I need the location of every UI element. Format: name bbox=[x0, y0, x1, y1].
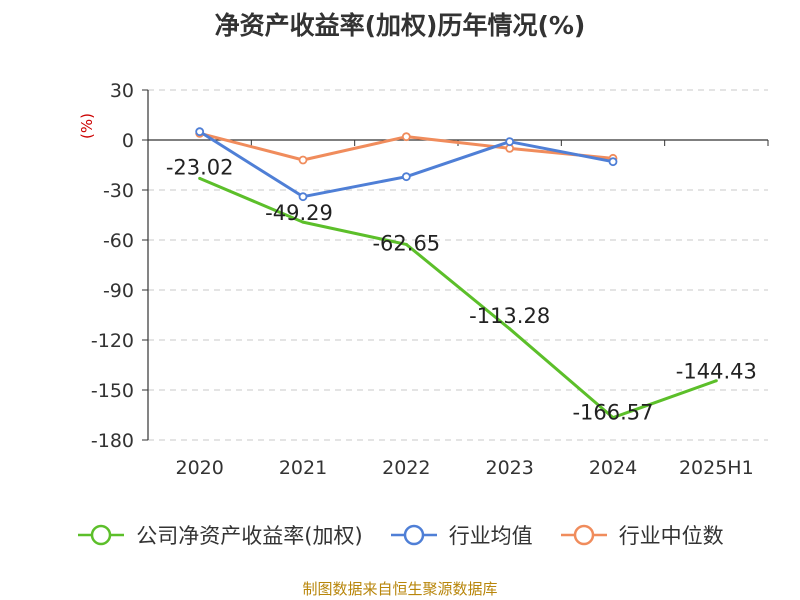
series-line-1 bbox=[198, 130, 614, 199]
y-tick-label: -30 bbox=[103, 180, 134, 202]
legend-item[interactable]: 行业中位数 bbox=[559, 520, 724, 550]
y-unit-label: (%) bbox=[78, 113, 96, 139]
series-point-1 bbox=[401, 172, 411, 182]
y-tick-label: -60 bbox=[103, 230, 134, 252]
data-label: -166.57 bbox=[572, 401, 653, 425]
data-label: -144.43 bbox=[676, 360, 757, 384]
series-line-0 bbox=[199, 176, 717, 420]
legend-marker-icon bbox=[78, 524, 125, 546]
y-tick-label: -120 bbox=[91, 330, 134, 352]
legend-marker-icon bbox=[560, 524, 607, 546]
x-tick-label: 2023 bbox=[485, 457, 533, 479]
series-point-0 bbox=[611, 416, 615, 420]
series-point-0 bbox=[714, 379, 718, 383]
x-tick-label: 2025H1 bbox=[679, 457, 754, 479]
legend-marker-icon bbox=[390, 524, 437, 546]
data-label: -49.29 bbox=[265, 201, 333, 225]
x-tick-label: 2024 bbox=[589, 457, 637, 479]
series-lines bbox=[195, 127, 718, 420]
series-point-0 bbox=[404, 242, 408, 246]
data-labels: -23.02 -49.29 -62.65 -113.28 -166.57 -144.43 bbox=[166, 155, 757, 424]
series-point-1 bbox=[608, 157, 618, 167]
data-label: -62.65 bbox=[372, 231, 440, 255]
series-point-1 bbox=[195, 127, 205, 137]
legend-label: 行业均值 bbox=[448, 524, 533, 548]
series-point-0 bbox=[508, 327, 512, 331]
y-tick-label: -150 bbox=[91, 380, 134, 402]
y-tick-label: 30 bbox=[110, 80, 134, 102]
series-point-0 bbox=[198, 176, 202, 180]
legend-circle bbox=[91, 524, 112, 546]
grid-lines bbox=[148, 89, 768, 441]
series-point-0 bbox=[301, 220, 305, 224]
data-label: -23.02 bbox=[166, 155, 234, 179]
series-point-1 bbox=[298, 192, 308, 202]
x-tick-label: 2020 bbox=[175, 457, 223, 479]
legend: 公司净资产收益率(加权) 行业均值 行业中位数 bbox=[0, 520, 800, 550]
legend-item[interactable]: 行业均值 bbox=[389, 520, 533, 550]
data-label: -113.28 bbox=[469, 304, 550, 328]
y-tick-label: 0 bbox=[122, 130, 134, 152]
legend-circle bbox=[573, 524, 594, 546]
x-tick-label: 2021 bbox=[279, 457, 327, 479]
x-tick-label: 2022 bbox=[382, 457, 430, 479]
legend-label: 公司净资产收益率(加权) bbox=[136, 524, 363, 548]
chart-title: 净资产收益率(加权)历年情况(%) bbox=[214, 11, 586, 40]
y-tick-label: -180 bbox=[91, 430, 134, 452]
axes: 30 0 -30 -60 -90 -120 -150 -180 (%) 2020 2021 2022 2… bbox=[78, 80, 769, 479]
y-tick-label: -90 bbox=[103, 280, 134, 302]
legend-circle bbox=[403, 524, 424, 546]
legend-label: 行业中位数 bbox=[618, 524, 724, 548]
legend-item[interactable]: 公司净资产收益率(加权) bbox=[76, 520, 363, 550]
source-note: 制图数据来自恒生聚源数据库 bbox=[302, 580, 498, 598]
series-point-2 bbox=[401, 132, 411, 142]
series-point-2 bbox=[298, 155, 308, 165]
series-point-1 bbox=[505, 137, 515, 147]
